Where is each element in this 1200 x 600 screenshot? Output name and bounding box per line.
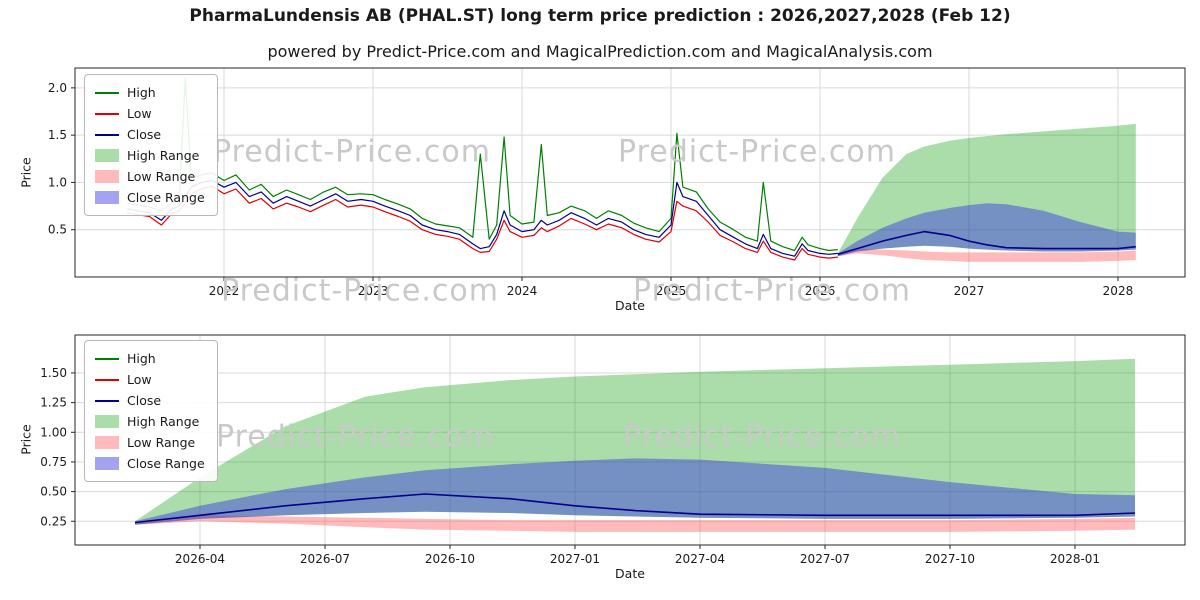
legend-item-high: High	[95, 348, 205, 369]
y-tick-label: 0.75	[40, 455, 67, 469]
x-tick-label: 2025	[656, 284, 687, 298]
high-range-band	[135, 358, 1135, 525]
y-tick-label: 0.50	[40, 485, 67, 499]
legend-item-label: Close	[127, 127, 162, 142]
legend-line-swatch	[95, 399, 119, 402]
legend-bottom-chart: High Low Close High Range Low Range Close Ran…	[84, 340, 218, 482]
legend-item-label: Low Range	[127, 435, 196, 450]
y-tick-label: 0.25	[40, 514, 67, 528]
x-tick-label: 2027	[954, 284, 985, 298]
forecast-close-line	[837, 230, 1136, 256]
legend-top-chart: High Low Close High Range Low Range Close Ran…	[84, 74, 218, 216]
y-axis-label-top: Price	[18, 157, 34, 188]
legend-item-label: Close Range	[127, 456, 205, 471]
page-title: PharmaLundensis AB (PHAL.ST) long term p…	[189, 6, 1011, 26]
x-tick-label: 2026	[805, 284, 836, 298]
x-tick-label: 2024	[507, 284, 538, 298]
legend-item-label: High	[127, 85, 156, 100]
y-tick-label: 1.5	[48, 128, 67, 142]
x-tick-label: 2027-04	[675, 552, 725, 566]
legend-item-high-range: High Range	[95, 145, 205, 166]
x-tick-label: 2027-07	[800, 552, 850, 566]
legend-item-label: Close	[127, 393, 162, 408]
legend-line-swatch	[95, 133, 119, 136]
y-tick-label: 1.50	[40, 366, 67, 380]
x-tick-label: 2028-01	[1050, 552, 1100, 566]
x-tick-label: 2027-10	[925, 552, 975, 566]
close-range-band	[135, 458, 1135, 525]
legend-item-label: High	[127, 351, 156, 366]
y-tick-label: 1.00	[40, 425, 67, 439]
legend-item-label: Close Range	[127, 190, 205, 205]
x-tick-label: 2027-01	[550, 552, 600, 566]
legend-item-label: High Range	[127, 414, 200, 429]
plot-border	[74, 67, 1186, 278]
x-tick-label: 2026-10	[425, 552, 475, 566]
legend-item-low-range: Low Range	[95, 166, 205, 187]
x-tick-label: 2023	[358, 284, 389, 298]
legend-item-label: Low	[127, 372, 152, 387]
legend-patch-swatch	[95, 436, 119, 449]
low-line	[126, 185, 838, 261]
high-line	[126, 77, 838, 252]
x-tick-label: 2028	[1103, 284, 1134, 298]
page-subtitle: powered by Predict-Price.com and Magical…	[267, 42, 933, 61]
legend-line-swatch	[95, 357, 119, 360]
legend-patch-swatch	[95, 170, 119, 183]
legend-item-label: Low	[127, 106, 152, 121]
legend-line-swatch	[95, 378, 119, 381]
x-axis-label-top: Date	[615, 298, 645, 313]
legend-item-low-range: Low Range	[95, 432, 205, 453]
plot-background	[75, 68, 1185, 277]
high-range-band	[837, 123, 1136, 257]
legend-patch-swatch	[95, 457, 119, 470]
x-tick-label: 2026-07	[300, 552, 350, 566]
legend-patch-swatch	[95, 191, 119, 204]
legend-item-close: Close	[95, 390, 205, 411]
legend-line-swatch	[95, 91, 119, 94]
legend-line-swatch	[95, 112, 119, 115]
x-tick-label: 2022	[209, 284, 240, 298]
forecast-close-line	[134, 493, 1136, 524]
forecast-detail-chart: 2026-04 2026-07 2026-10 2027-01 2027-04 2027-…	[40, 334, 1186, 566]
legend-patch-swatch	[95, 415, 119, 428]
legend-item-label: Low Range	[127, 169, 196, 184]
close-line	[126, 179, 838, 257]
y-tick-label: 1.0	[48, 175, 67, 189]
legend-item-close: Close	[95, 124, 205, 145]
legend-item-close-range: Close Range	[95, 187, 205, 208]
legend-item-high-range: High Range	[95, 411, 205, 432]
x-tick-label: 2026-04	[175, 552, 225, 566]
legend-patch-swatch	[95, 149, 119, 162]
legend-item-low: Low	[95, 103, 205, 124]
legend-item-high: High	[95, 82, 205, 103]
low-range-band	[135, 515, 1135, 532]
x-axis-label-bottom: Date	[615, 566, 645, 581]
close-range-band	[837, 203, 1136, 257]
history-and-forecast-chart: 2022 2023 2024 2025 2026 2027 2028 0.5 1.0 1.5 2.0	[48, 67, 1186, 298]
y-tick-label: 2.0	[48, 81, 67, 95]
legend-item-low: Low	[95, 369, 205, 390]
y-tick-label: 0.5	[48, 223, 67, 237]
plot-border	[74, 334, 1186, 546]
y-tick-label: 1.25	[40, 396, 67, 410]
y-axis-label-bottom: Price	[18, 424, 34, 455]
legend-item-label: High Range	[127, 148, 200, 163]
low-range-band	[837, 248, 1136, 262]
legend-item-close-range: Close Range	[95, 453, 205, 474]
